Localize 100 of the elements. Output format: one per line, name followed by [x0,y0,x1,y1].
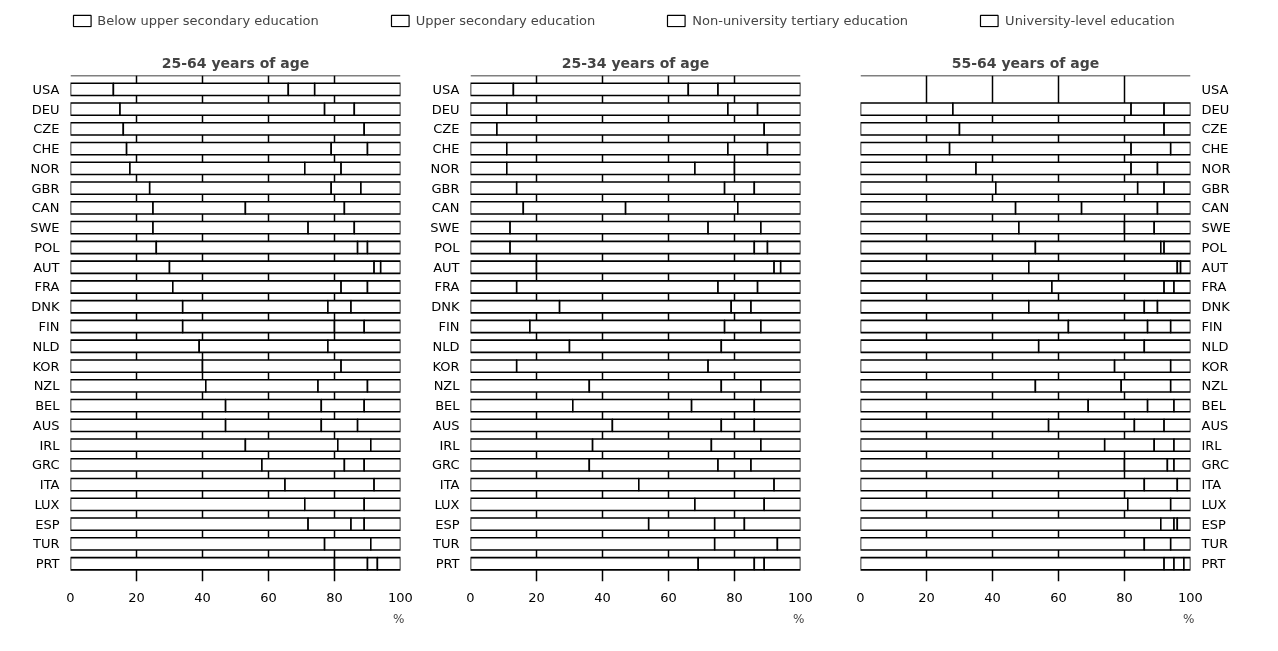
y-tick-label: NOR [30,160,60,176]
x-tick-label: 60 [660,589,677,605]
y-tick-label: ITA [439,477,460,493]
x-tick-label: 80 [326,589,343,605]
y-tick-label: DEU [431,101,460,117]
x-tick-label: 100 [788,589,813,605]
y-tick-label: GBR [431,180,460,196]
y-tick-label: DEU [31,101,60,117]
y-tick-label: FRA [434,279,460,295]
y-tick-label: DNK [1201,299,1231,315]
bar [1163,240,1191,255]
y-tick-label: SWE [430,220,460,236]
y-tick-label: LUX [434,496,460,512]
x-tick-label: 40 [194,589,211,605]
y-tick-label: BEL [435,398,461,414]
x-tick-label: 0 [66,589,75,605]
y-tick-label: CHE [32,141,60,157]
y-tick-label: GBR [31,180,60,196]
y-tick-label: PRT [35,556,60,572]
y-tick-label: AUS [32,417,60,433]
y-tick-label: GRC [31,457,60,473]
y-tick-label: CZE [1201,121,1228,137]
y-tick-label: SWE [1201,220,1231,236]
x-tick-label: 100 [1178,589,1203,605]
x-tick-label: 20 [128,589,145,605]
y-tick-label: ESP [435,516,460,532]
legend-label: Non-university tertiary education [692,12,909,28]
y-tick-label: ITA [1201,477,1222,493]
y-tick-label: KOR [1201,358,1229,374]
y-tick-label: TUR [32,536,60,552]
y-tick-label: FIN [38,319,60,335]
y-tick-label: NLD [432,338,460,354]
y-tick-label: TUR [1200,536,1228,552]
y-tick-label: FRA [34,279,60,295]
y-tick-label: ESP [35,516,60,532]
y-tick-label: USA [32,81,60,97]
y-tick-label: SWE [30,220,60,236]
x-tick-label: 0 [856,589,865,605]
y-tick-label: CZE [33,121,60,137]
y-tick-label: KOR [432,358,460,374]
y-tick-label: NLD [1201,338,1229,354]
y-tick-label: CHE [432,141,460,157]
y-tick-label: FIN [438,319,460,335]
x-tick-label: 20 [528,589,545,605]
legend-label: Below upper secondary education [97,12,319,28]
bar [1179,260,1191,275]
y-tick-label: CAN [31,200,60,216]
y-tick-label: CZE [433,121,460,137]
x-axis-title: % [1183,611,1195,626]
y-tick-label: POL [1201,239,1228,255]
y-tick-label: ESP [1201,516,1226,532]
chart-title: 25-64 years of age [161,54,310,71]
y-tick-label: PRT [435,556,460,572]
y-tick-label: KOR [32,358,60,374]
y-tick-label: IRL [39,437,61,453]
legend-label: Upper secondary education [415,12,596,28]
y-tick-label: PRT [1201,556,1226,572]
y-tick-label: AUT [433,259,460,275]
chart-title: 25-34 years of age [561,54,710,71]
y-tick-label: NZL [1201,378,1229,394]
y-tick-label: TUR [432,536,460,552]
x-tick-label: 40 [594,589,611,605]
x-tick-label: 20 [918,589,935,605]
y-tick-label: POL [434,239,461,255]
x-tick-label: 60 [1050,589,1067,605]
chart-title: 55-64 years of age [951,54,1100,71]
y-tick-label: USA [1201,81,1229,97]
y-tick-label: NLD [32,338,60,354]
y-tick-label: GBR [1201,180,1230,196]
y-tick-label: BEL [1201,398,1227,414]
y-tick-label: FRA [1201,279,1227,295]
x-tick-label: 40 [984,589,1001,605]
y-tick-label: CAN [1201,200,1230,216]
x-axis-title: % [393,611,405,626]
y-tick-label: LUX [34,496,60,512]
bar [1176,517,1191,532]
y-tick-label: IRL [439,437,461,453]
y-tick-label: FIN [1201,319,1223,335]
y-tick-label: AUS [432,417,460,433]
y-tick-label: AUS [1201,417,1229,433]
y-tick-label: NZL [433,378,461,394]
x-tick-label: 0 [466,589,475,605]
y-tick-label: BEL [35,398,61,414]
y-tick-label: AUT [33,259,60,275]
y-tick-label: POL [34,239,61,255]
y-tick-label: GRC [431,457,460,473]
y-tick-label: DEU [1201,101,1230,117]
y-tick-label: IRL [1201,437,1223,453]
y-tick-label: DNK [431,299,460,315]
y-tick-label: NZL [33,378,61,394]
y-tick-label: GRC [1201,457,1230,473]
x-tick-label: 80 [1116,589,1133,605]
y-tick-label: CAN [431,200,460,216]
y-tick-label: AUT [1201,259,1228,275]
x-tick-label: 100 [388,589,413,605]
y-tick-label: NOR [430,160,460,176]
y-tick-label: NOR [1201,160,1231,176]
x-tick-label: 80 [726,589,743,605]
y-tick-label: USA [432,81,460,97]
x-tick-label: 60 [260,589,277,605]
